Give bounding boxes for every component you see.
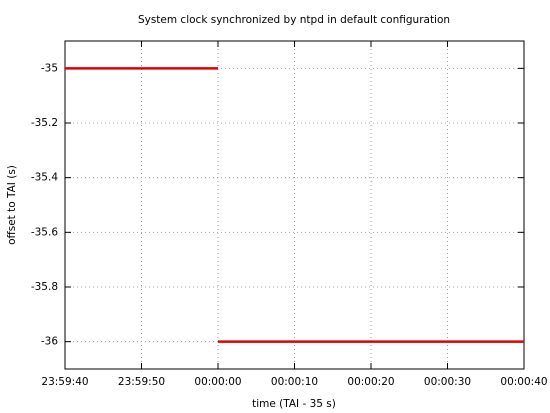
y-tick-label: -35.4 (31, 172, 58, 184)
y-tick-label: -35.8 (31, 281, 58, 293)
plot-frame (64, 40, 525, 370)
y-axis-label: offset to TAI (s) (6, 165, 18, 245)
data-line (65, 67, 524, 343)
x-tick-label: 23:59:40 (41, 376, 88, 388)
x-axis-label: time (TAI - 35 s) (252, 398, 336, 410)
y-tick-label: -35.6 (31, 226, 58, 238)
x-tick-label: 00:00:00 (194, 376, 241, 388)
x-tick-label: 00:00:20 (347, 376, 394, 388)
x-tick-label: 00:00:30 (424, 376, 471, 388)
x-tick-label: 23:59:50 (118, 376, 165, 388)
y-tick-label: -35 (41, 62, 58, 74)
y-tick-label: -35.2 (31, 117, 58, 129)
x-tick-label: 00:00:40 (500, 376, 547, 388)
y-tick-label: -36 (41, 336, 58, 348)
chart-title: System clock synchronized by ntpd in def… (138, 14, 450, 26)
x-tick-label: 00:00:10 (271, 376, 318, 388)
